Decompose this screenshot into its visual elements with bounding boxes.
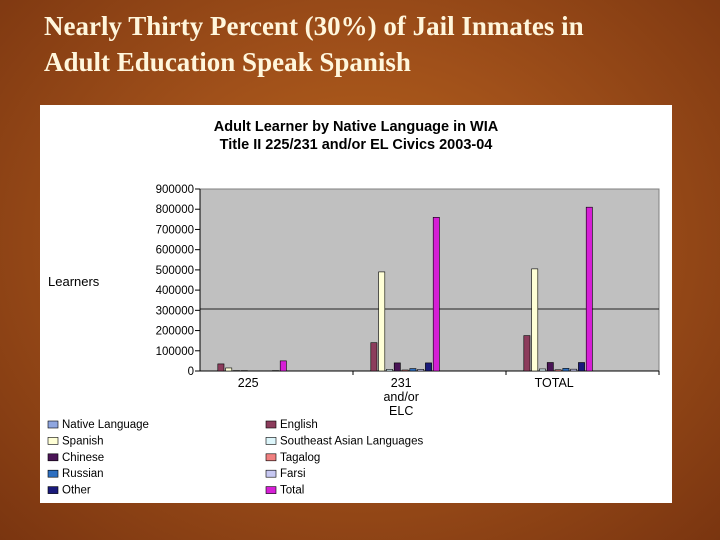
bar: [225, 367, 233, 372]
legend-swatch: [265, 437, 277, 445]
legend-swatch: [47, 420, 59, 429]
x-tick-label: ELC: [389, 404, 413, 418]
y-axis-label: Learners: [48, 274, 100, 289]
chart-panel: Adult Learner by Native Language in WIA T…: [40, 105, 672, 503]
y-tick-label: 800000: [156, 204, 194, 216]
legend-label: Total: [280, 485, 304, 497]
legend-label: Chinese: [62, 452, 104, 464]
y-tick-label: 300000: [156, 305, 194, 317]
bar: [393, 362, 401, 372]
bar: [370, 342, 378, 372]
bar: [531, 268, 539, 372]
bar: [523, 335, 531, 372]
bar: [425, 362, 432, 372]
legend-swatch: [265, 420, 277, 429]
y-tick-label: 700000: [156, 224, 194, 236]
bar: [539, 368, 546, 372]
slide-title-line-2: Adult Education Speak Spanish: [44, 47, 411, 77]
bar: [409, 368, 417, 372]
bar: [378, 271, 386, 372]
legend-label: Spanish: [62, 435, 104, 447]
legend-swatch: [47, 437, 59, 445]
y-tick-label: 500000: [156, 265, 194, 277]
plot-area: [199, 188, 660, 372]
legend-label: Other: [62, 485, 91, 497]
bar: [554, 369, 562, 372]
bar: [401, 369, 409, 372]
bar: [279, 360, 287, 372]
chart-title-line-1: Adult Learner by Native Language in WIA: [214, 119, 499, 135]
x-tick-label: 225: [238, 376, 259, 390]
slide-title-line-1: Nearly Thirty Percent (30%) of Jail Inma…: [44, 11, 584, 41]
y-tick-label: 600000: [156, 245, 194, 257]
bar: [432, 217, 440, 372]
legend-swatch: [265, 469, 277, 478]
bar: [578, 362, 585, 372]
x-tick-label: TOTAL: [535, 376, 574, 390]
bar: [386, 369, 393, 372]
legend-swatch: [47, 486, 59, 494]
bar: [546, 362, 554, 372]
bar: [417, 369, 425, 372]
slide-title: Nearly Thirty Percent (30%) of Jail Inma…: [44, 8, 704, 80]
legend-label: English: [280, 419, 318, 431]
legend-label: Russian: [62, 468, 104, 480]
y-tick-label: 900000: [156, 184, 194, 196]
x-tick-label: and/or: [383, 390, 418, 404]
legend-label: Farsi: [280, 468, 306, 480]
bar-chart: Adult Learner by Native Language in WIA T…: [47, 119, 660, 497]
legend-label: Tagalog: [280, 452, 320, 464]
y-tick-label: 0: [188, 366, 194, 378]
legend-label: Southeast Asian Languages: [280, 435, 423, 447]
y-tick-label: 400000: [156, 285, 194, 297]
bar: [585, 206, 593, 372]
bar: [570, 368, 578, 372]
y-tick-label: 100000: [156, 346, 194, 358]
legend-swatch: [47, 453, 59, 462]
legend-swatch: [47, 469, 59, 478]
x-tick-label: 231: [391, 376, 412, 390]
legend-swatch: [265, 453, 277, 462]
legend-swatch: [265, 486, 277, 494]
bar: [562, 368, 570, 372]
y-tick-label: 200000: [156, 326, 194, 338]
legend-label: Native Language: [62, 419, 149, 431]
bar: [217, 363, 225, 372]
chart-title-line-2: Title II 225/231 and/or EL Civics 2003-0…: [220, 137, 493, 153]
